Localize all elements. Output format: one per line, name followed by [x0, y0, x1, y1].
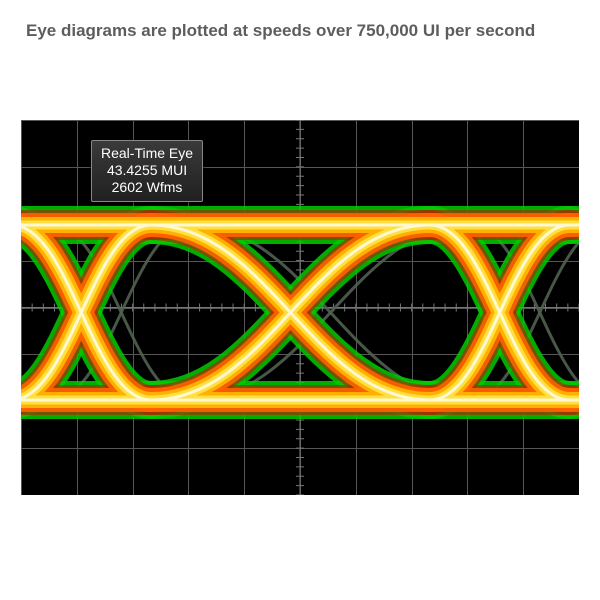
infobox-mui: 43.4255 MUI: [101, 162, 193, 179]
oscilloscope-plot: Real-Time Eye 43.4255 MUI 2602 Wfms: [21, 120, 579, 495]
infobox-title: Real-Time Eye: [101, 145, 193, 162]
infobox-wfms: 2602 Wfms: [101, 179, 193, 196]
caption-text: Eye diagrams are plotted at speeds over …: [26, 20, 546, 42]
realtime-eye-infobox: Real-Time Eye 43.4255 MUI 2602 Wfms: [91, 140, 203, 202]
